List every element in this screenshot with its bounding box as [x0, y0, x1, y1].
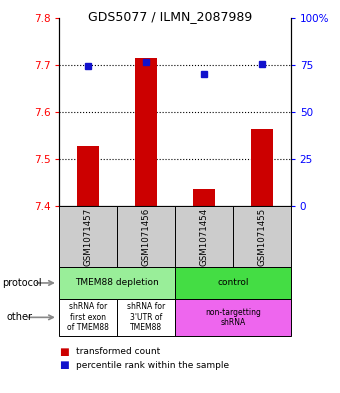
Text: GSM1071454: GSM1071454: [200, 208, 208, 266]
Text: ■: ■: [59, 347, 69, 357]
Text: TMEM88 depletion: TMEM88 depletion: [75, 279, 159, 287]
Text: protocol: protocol: [2, 278, 41, 288]
Text: non-targetting
shRNA: non-targetting shRNA: [205, 308, 261, 327]
Text: GSM1071456: GSM1071456: [142, 208, 151, 266]
Text: shRNA for
3'UTR of
TMEM88: shRNA for 3'UTR of TMEM88: [127, 303, 165, 332]
Bar: [135, 58, 157, 206]
Bar: [251, 129, 273, 206]
Text: other: other: [6, 312, 32, 322]
Text: control: control: [217, 279, 249, 287]
Text: GDS5077 / ILMN_2087989: GDS5077 / ILMN_2087989: [88, 10, 252, 23]
Text: shRNA for
first exon
of TMEM88: shRNA for first exon of TMEM88: [67, 303, 109, 332]
Text: GSM1071455: GSM1071455: [257, 208, 266, 266]
Text: percentile rank within the sample: percentile rank within the sample: [76, 361, 230, 370]
Text: GSM1071457: GSM1071457: [84, 208, 93, 266]
Text: ■: ■: [59, 360, 69, 371]
Bar: [78, 147, 99, 206]
Text: transformed count: transformed count: [76, 347, 161, 356]
Bar: [193, 189, 215, 206]
